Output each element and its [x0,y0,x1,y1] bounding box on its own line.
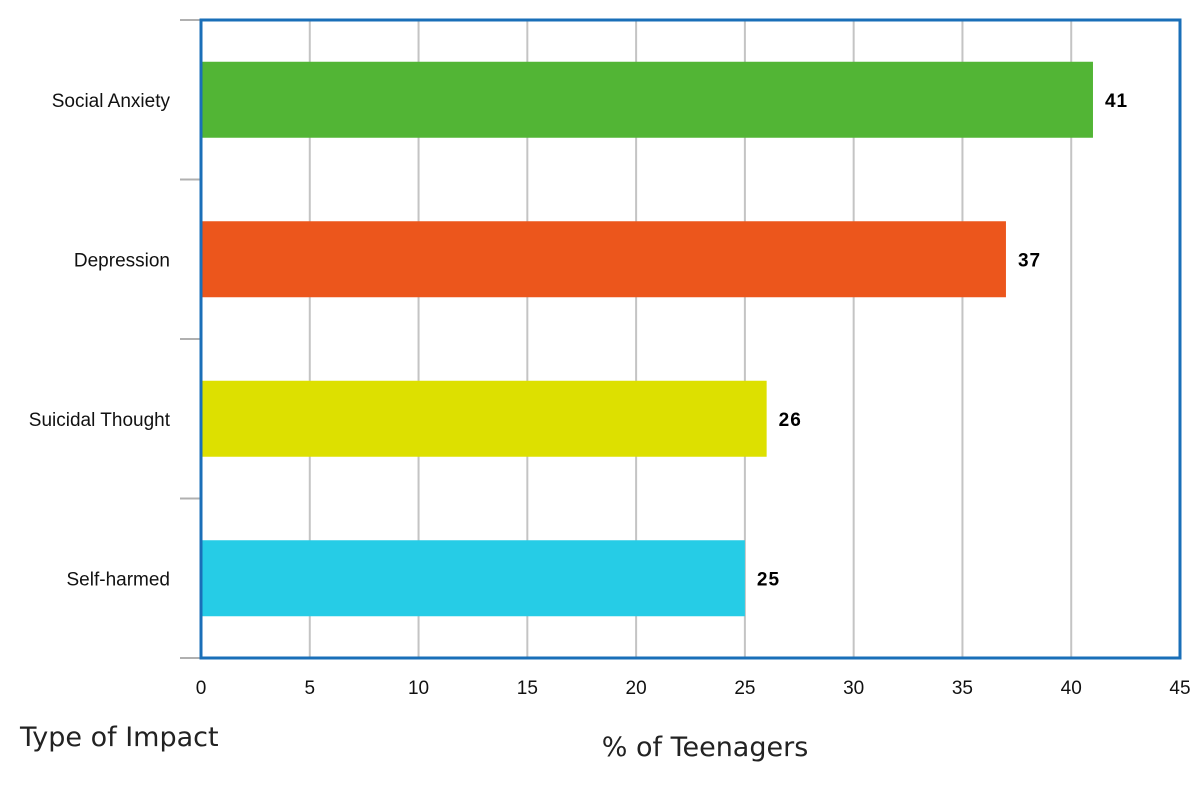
category-label: Depression [74,250,170,271]
y-axis-category-labels: Social Anxiety Depression Suicidal Thought… [29,91,171,591]
x-tick-label: 0 [196,678,207,699]
x-tick-label: 35 [952,678,973,699]
plot-frame [199,18,1182,660]
value-label: 26 [779,410,802,431]
value-label: 41 [1105,91,1128,112]
x-tick-label: 15 [517,678,538,699]
bar-value-labels: 41 37 26 25 [757,91,1128,591]
bars [201,61,1093,617]
x-axis-tick-labels: 0 5 10 15 20 25 30 35 40 45 [196,678,1191,699]
x-tick-label: 10 [408,678,429,699]
value-label: 25 [757,569,780,590]
x-tick-label: 20 [626,678,647,699]
value-label: 37 [1018,250,1041,271]
x-tick-label: 25 [734,678,755,699]
x-tick-label: 5 [304,678,315,699]
bar [201,380,767,457]
x-tick-label: 30 [843,678,864,699]
y-axis-ticks [180,19,201,659]
bar [201,61,1093,138]
bar [201,221,1006,298]
bar [201,540,745,617]
category-label: Social Anxiety [52,91,171,112]
category-label: Suicidal Thought [29,410,171,431]
y-axis-title: Type of Impact [19,722,219,753]
x-tick-label: 40 [1061,678,1082,699]
category-label: Self-harmed [67,569,171,590]
x-axis-title: % of Teenagers [602,732,809,763]
x-tick-label: 45 [1169,678,1190,699]
